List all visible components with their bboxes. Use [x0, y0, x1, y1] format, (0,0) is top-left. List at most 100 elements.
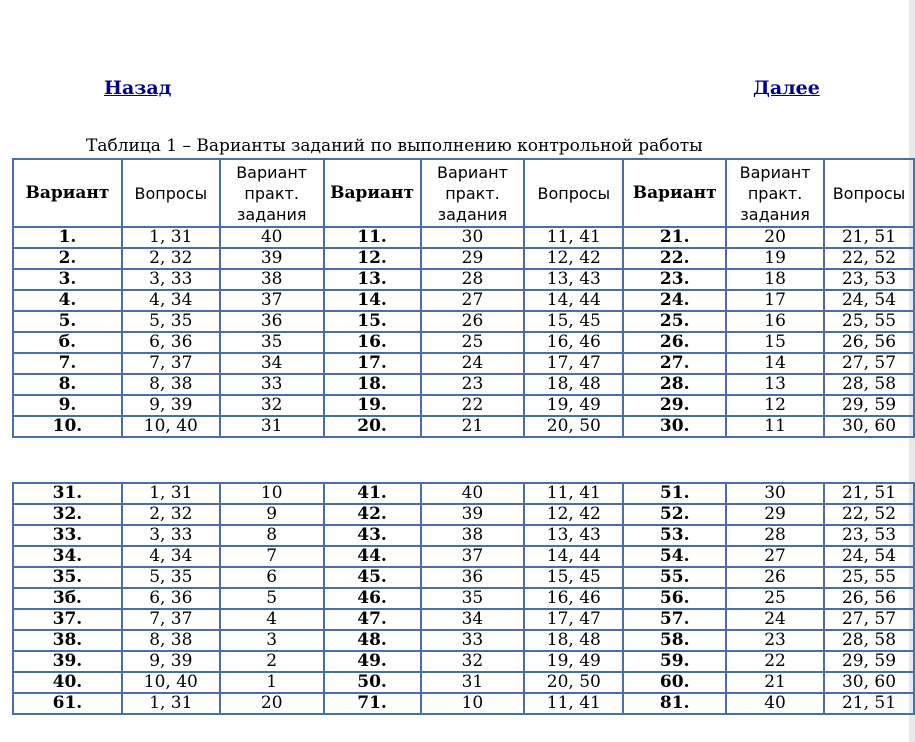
table-row: 5. 5, 35 36 15. 26 15, 45 25. 16 25, 55 [12, 310, 915, 333]
variant-number-cell: 54. [622, 545, 728, 568]
variant-number-cell: 19. [322, 394, 422, 417]
table-cell: 34 [218, 352, 325, 375]
table-cell: 16 [725, 310, 826, 333]
table-cell: 14, 44 [523, 289, 625, 312]
variant-number-cell: 47. [322, 608, 422, 631]
table-cell: 23 [725, 629, 825, 652]
table-cell: 22, 52 [823, 247, 915, 270]
table-cell: 25, 55 [823, 310, 915, 333]
table-row: 39. 9, 39 2 49. 32 19, 49 59. 22 29, 59 [12, 650, 915, 673]
table-cell: 25, 55 [822, 566, 915, 589]
table-cell: 6 [218, 566, 325, 589]
table-cell: 19 [725, 247, 826, 270]
variant-number-cell: 11. [322, 226, 422, 249]
table-row: 33. 3, 33 8 43. 38 13, 43 53. 28 23, 53 [12, 524, 915, 547]
variants-table-2: 31. 1, 31 10 41. 40 11, 41 51. 30 21, 51 32. 2, 32… [12, 482, 915, 715]
table-cell: 33 [218, 373, 325, 396]
table-cell: 27, 57 [822, 608, 915, 631]
variant-number-cell: 31. [12, 482, 123, 505]
table-row: 3б. 6, 36 5 46. 35 16, 46 56. 25 26, 56 [12, 587, 915, 610]
variant-number-cell: 46. [322, 587, 422, 610]
table-row: 34. 4, 34 7 44. 37 14, 44 54. 27 24, 54 [12, 545, 915, 568]
table-cell: 21, 51 [822, 482, 915, 505]
variant-number-cell: 3. [12, 268, 123, 291]
next-link[interactable]: Далее [753, 77, 820, 99]
column-header: Вопросы [823, 158, 915, 228]
table-cell: 10, 40 [120, 415, 221, 438]
table-row: б. 6, 36 35 16. 25 16, 46 26. 15 26, 56 [12, 331, 915, 354]
table-cell: 35 [218, 331, 325, 354]
column-header: Вариант практ. задания [419, 158, 526, 228]
table-row: 38. 8, 38 3 48. 33 18, 48 58. 23 28, 58 [12, 629, 915, 652]
table-cell: 26, 56 [822, 587, 915, 610]
table-cell: 12 [725, 394, 826, 417]
table-cell: 21, 51 [823, 226, 915, 249]
table-row: 10. 10, 40 31 20. 21 20, 50 30. 11 30, 60 [12, 415, 915, 438]
table-cell: 3, 33 [120, 268, 221, 291]
variant-number-cell: 42. [322, 503, 422, 526]
variant-number-cell: 20. [322, 415, 422, 438]
table-cell: 7 [218, 545, 325, 568]
table-cell: 11 [725, 415, 826, 438]
table-row: 1. 1, 31 40 11. 30 11, 41 21. 20 21, 51 [12, 226, 915, 249]
table-cell: 20 [218, 692, 325, 715]
table-cell: 23, 53 [823, 268, 915, 291]
table-cell: 23, 53 [822, 524, 915, 547]
table-cell: 15, 45 [523, 310, 625, 333]
table-caption: Таблица 1 – Варианты заданий по выполнен… [86, 136, 703, 156]
variant-number-cell: 14. [322, 289, 422, 312]
variant-number-cell: 15. [322, 310, 422, 333]
variant-number-cell: 25. [622, 310, 728, 333]
table-cell: 22 [419, 394, 526, 417]
table-cell: 30, 60 [822, 671, 915, 694]
table-cell: 3, 33 [120, 524, 221, 547]
back-link[interactable]: Назад [104, 77, 172, 99]
variant-number-cell: 10. [12, 415, 123, 438]
table-cell: 5, 35 [120, 310, 221, 333]
variant-number-cell: 61. [12, 692, 123, 715]
table-cell: 39 [419, 503, 526, 526]
table-cell: 25 [419, 331, 526, 354]
table-cell: 26 [419, 310, 526, 333]
table-cell: 18 [725, 268, 826, 291]
table-cell: 16, 46 [523, 331, 625, 354]
table-cell: 24 [419, 352, 526, 375]
table-row: 7. 7, 37 34 17. 24 17, 47 27. 14 27, 57 [12, 352, 915, 375]
variant-number-cell: 59. [622, 650, 728, 673]
table-cell: 21, 51 [822, 692, 915, 715]
table-cell: 10 [419, 692, 526, 715]
table-cell: 24 [725, 608, 825, 631]
table-cell: 4 [218, 608, 325, 631]
column-header: Вариант [322, 158, 422, 228]
table-cell: 3 [218, 629, 325, 652]
table-cell: 29 [419, 247, 526, 270]
table-cell: 6, 36 [120, 587, 221, 610]
table-cell: 9 [218, 503, 325, 526]
table-cell: 8 [218, 524, 325, 547]
variant-number-cell: 26. [622, 331, 728, 354]
variant-number-cell: 30. [622, 415, 728, 438]
table-cell: 1, 31 [120, 482, 221, 505]
variant-number-cell: 2. [12, 247, 123, 270]
table-row: 32. 2, 32 9 42. 39 12, 42 52. 29 22, 52 [12, 503, 915, 526]
table-row: 4. 4, 34 37 14. 27 14, 44 24. 17 24, 54 [12, 289, 915, 312]
table-cell: 2, 32 [120, 503, 221, 526]
table-cell: 40 [218, 226, 325, 249]
variant-number-cell: 8. [12, 373, 123, 396]
column-header: Вариант [622, 158, 728, 228]
variant-number-cell: 51. [622, 482, 728, 505]
table-row: 9. 9, 39 32 19. 22 19, 49 29. 12 29, 59 [12, 394, 915, 417]
variant-number-cell: 34. [12, 545, 123, 568]
variant-number-cell: 9. [12, 394, 123, 417]
table-cell: 9, 39 [120, 394, 221, 417]
variant-number-cell: 81. [622, 692, 728, 715]
table-cell: 2, 32 [120, 247, 221, 270]
table-cell: 22, 52 [822, 503, 915, 526]
table-cell: 19, 49 [523, 650, 625, 673]
table-cell: 27 [419, 289, 526, 312]
table-cell: 8, 38 [120, 373, 221, 396]
table-cell: 12, 42 [523, 247, 625, 270]
table-cell: 21 [725, 671, 825, 694]
table-cell: 13 [725, 373, 826, 396]
table-cell: 29, 59 [823, 394, 915, 417]
